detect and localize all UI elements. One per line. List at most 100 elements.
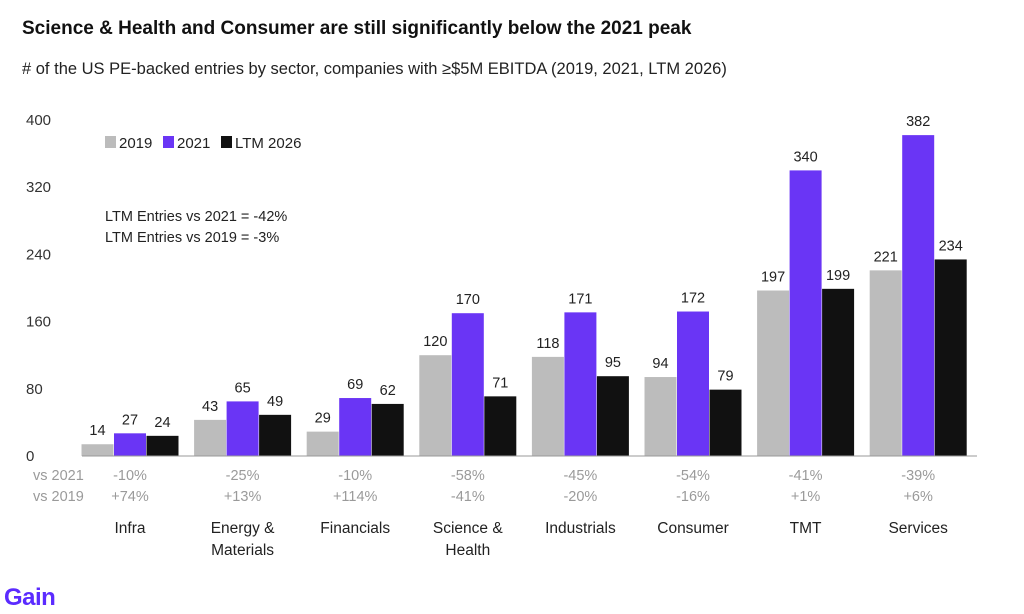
- bar-2019-1: [194, 419, 227, 456]
- bar-ltm-2026-3: [484, 396, 517, 456]
- value-label: 27: [122, 412, 138, 428]
- value-label: 340: [793, 149, 817, 165]
- bar-ltm-2026-4: [596, 376, 629, 456]
- vs-2021-value: -25%: [226, 468, 260, 484]
- vs-2019-value: -20%: [563, 489, 597, 505]
- value-label: 172: [681, 291, 705, 307]
- value-label: 170: [456, 292, 480, 308]
- bar-2021-4: [564, 312, 597, 456]
- bar-2021-2: [339, 398, 372, 456]
- bar-ltm-2026-2: [371, 403, 404, 456]
- bar-2021-7: [902, 135, 935, 456]
- vs-2019-value: +6%: [903, 489, 933, 505]
- vs-2019-value: -16%: [676, 489, 710, 505]
- bar-ltm-2026-0: [146, 435, 179, 456]
- value-label: 120: [423, 334, 447, 350]
- bar-2019-5: [644, 377, 677, 456]
- chart-subtitle: # of the US PE-backed entries by sector,…: [22, 60, 727, 78]
- legend-swatch-1: [163, 136, 174, 148]
- value-label: 118: [536, 336, 559, 352]
- vs-2021-value: -39%: [901, 468, 935, 484]
- comparison-row-labels: vs 2021 vs 2019: [33, 468, 84, 505]
- vs-2019-value: +114%: [333, 489, 378, 505]
- annotation-box: LTM Entries vs 2021 = -42% LTM Entries v…: [105, 209, 287, 246]
- bar-2019-0: [81, 444, 114, 456]
- category-label: Science &: [433, 520, 503, 537]
- bar-ltm-2026-6: [822, 288, 855, 456]
- y-tick-label: 80: [26, 381, 43, 398]
- value-label: 14: [89, 423, 105, 439]
- bar-2019-7: [869, 270, 902, 456]
- category-label: Materials: [211, 542, 274, 559]
- y-tick-label: 400: [26, 112, 51, 129]
- y-tick-label: 160: [26, 314, 51, 331]
- vs-2021-value: -10%: [338, 468, 372, 484]
- bar-ltm-2026-1: [259, 414, 292, 456]
- vs-2019-value: +13%: [224, 489, 262, 505]
- vs-2019-value: -41%: [451, 489, 485, 505]
- bar-2019-4: [531, 356, 564, 456]
- legend-swatch-0: [105, 136, 116, 148]
- annotation-line-1: LTM Entries vs 2021 = -42%: [105, 209, 287, 225]
- legend-swatch-2: [221, 136, 232, 148]
- vs-2019-value: +1%: [791, 489, 821, 505]
- gain-logo: Gain: [4, 584, 56, 611]
- category-label: Infra: [114, 520, 145, 537]
- category-label: Health: [445, 542, 490, 559]
- category-label: Services: [888, 520, 948, 537]
- value-label: 197: [761, 270, 785, 286]
- vs-2021-value: -41%: [789, 468, 823, 484]
- bar-2021-0: [114, 433, 146, 456]
- vs-2021-value: -45%: [563, 468, 597, 484]
- legend-label-1: 2021: [177, 135, 210, 152]
- value-label: 43: [202, 399, 218, 415]
- value-label: 79: [717, 369, 733, 385]
- value-label: 382: [906, 114, 930, 130]
- value-labels: 14 43 29 120 118 94 197 221 27 65 69 170 171 172 340 38…: [89, 114, 962, 439]
- bar-2019-3: [419, 355, 452, 456]
- value-label: 199: [826, 268, 850, 284]
- bar-ltm-2026-5: [709, 389, 742, 456]
- category-label: Industrials: [545, 520, 616, 537]
- legend: 2019 2021 LTM 2026: [105, 135, 301, 152]
- value-label: 221: [874, 249, 898, 265]
- bar-ltm-2026-7: [934, 259, 967, 456]
- bar-2021-3: [451, 313, 484, 456]
- bar-2021-1: [226, 401, 259, 456]
- y-tick-label: 320: [26, 179, 51, 196]
- value-label: 234: [939, 238, 963, 254]
- bar-2019-6: [757, 290, 790, 456]
- vs-2019-label: vs 2019: [33, 489, 84, 505]
- bars: [81, 135, 967, 456]
- bar-2021-5: [677, 311, 709, 456]
- vs-2021-value: -54%: [676, 468, 710, 484]
- y-axis: 0 80 160 240 320 400: [26, 112, 51, 465]
- category-label: Energy &: [211, 520, 275, 537]
- value-label: 69: [347, 377, 363, 393]
- bar-2019-2: [306, 431, 339, 456]
- vs-2019-value: +74%: [111, 489, 149, 505]
- value-label: 65: [235, 380, 251, 396]
- value-label: 95: [605, 355, 621, 371]
- value-label: 49: [267, 394, 283, 410]
- vs-2021-value: -10%: [113, 468, 147, 484]
- value-label: 62: [380, 383, 396, 399]
- y-tick-label: 240: [26, 246, 51, 263]
- vs-2021-value: -58%: [451, 468, 485, 484]
- comparison-rows: -10% +74% -25% +13% -10% +114% -58% -41% -45% -20…: [111, 468, 935, 505]
- annotation-line-2: LTM Entries vs 2019 = -3%: [105, 230, 279, 246]
- value-label: 29: [315, 411, 331, 427]
- chart-title: Science & Health and Consumer are still …: [22, 18, 692, 39]
- value-label: 94: [652, 356, 668, 372]
- category-label: Consumer: [657, 520, 729, 537]
- vs-2021-label: vs 2021: [33, 468, 84, 484]
- value-label: 24: [154, 415, 170, 431]
- category-label: Financials: [320, 520, 390, 537]
- value-label: 71: [492, 375, 508, 391]
- category-labels: Infra Energy & Materials Financials Science …: [114, 520, 948, 559]
- legend-label-0: 2019: [119, 135, 152, 152]
- bar-2021-6: [789, 170, 822, 456]
- category-label: TMT: [790, 520, 822, 537]
- value-label: 171: [568, 291, 592, 307]
